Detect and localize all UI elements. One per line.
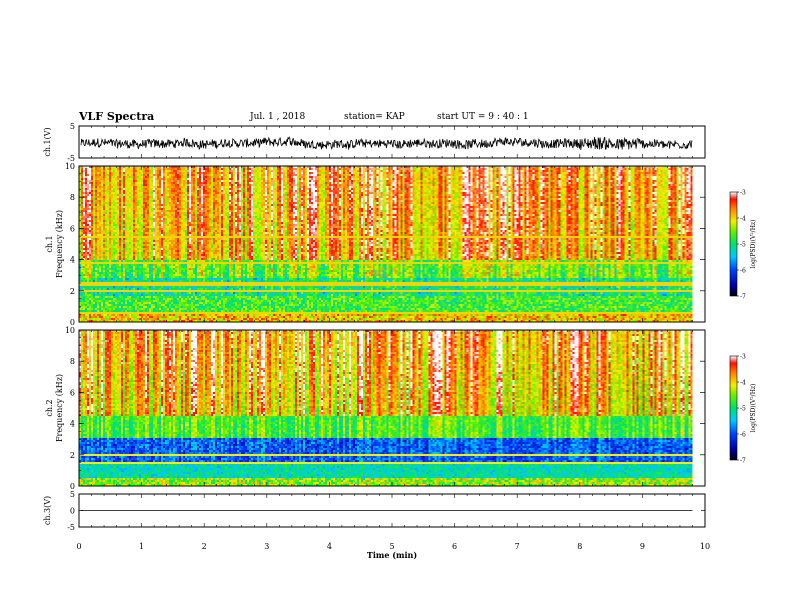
x-tick-label: 5 bbox=[389, 542, 394, 551]
y-tick-label: 6 bbox=[70, 224, 75, 233]
x-tick-label: 10 bbox=[700, 542, 710, 551]
y-tick-label: 4 bbox=[70, 256, 75, 265]
colorbar-label: log(PSD)(V²/Hz) bbox=[750, 384, 757, 433]
colorbar-label-group: log(PSD)(V²/Hz) bbox=[750, 384, 757, 433]
ylabel-channel: ch.2 bbox=[45, 399, 54, 416]
station-label: station= KAP bbox=[344, 112, 405, 122]
y-tick-label: 10 bbox=[65, 162, 75, 171]
spectrogram-images bbox=[79, 166, 693, 486]
colorbar bbox=[729, 355, 738, 461]
spectrogram-image bbox=[79, 166, 693, 322]
colorbar-tick-label: -5 bbox=[740, 242, 746, 249]
x-tick-label: 6 bbox=[452, 542, 457, 551]
ylabel-frequency: Frequency (kHz) bbox=[55, 374, 64, 442]
colorbar-tick-label: -3 bbox=[740, 354, 746, 361]
y-tick-label: -5 bbox=[67, 523, 75, 532]
colorbar-tick-label: -4 bbox=[740, 380, 746, 387]
ylabel-channel: ch.1 bbox=[45, 235, 54, 252]
y-tick-label: 6 bbox=[70, 388, 75, 397]
y-tick-label: 10 bbox=[65, 326, 75, 335]
spectrogram-ylabel: ch.2 Frequency (kHz) bbox=[45, 374, 64, 442]
x-tick-label: 2 bbox=[202, 542, 207, 551]
start-time-label: start UT = 9 : 40 : 1 bbox=[437, 112, 529, 122]
x-tick-label: 0 bbox=[76, 542, 81, 551]
y-tick-label: 2 bbox=[70, 451, 75, 460]
colorbar bbox=[729, 191, 738, 297]
y-tick-label: 5 bbox=[70, 490, 75, 499]
colorbar-tick-label: -3 bbox=[740, 190, 746, 197]
y-tick-label: 4 bbox=[70, 420, 75, 429]
x-tick-label: 8 bbox=[577, 542, 582, 551]
waveform-ylabel-group: ch.1(V) bbox=[43, 127, 52, 156]
y-tick-label: 0 bbox=[70, 507, 75, 516]
colorbar-tick-label: -7 bbox=[740, 458, 746, 465]
spectrogram-image bbox=[79, 330, 693, 486]
colorbar-tick-label: -7 bbox=[740, 294, 746, 301]
ylabel-frequency: Frequency (kHz) bbox=[55, 210, 64, 278]
y-tick-label: -5 bbox=[67, 154, 75, 163]
y-tick-label: 0 bbox=[70, 318, 75, 327]
colorbar-tick-label: -4 bbox=[740, 216, 746, 223]
spectrogram-ylabel: ch.1 Frequency (kHz) bbox=[45, 210, 64, 278]
waveform-line bbox=[80, 136, 693, 151]
x-tick-label: 3 bbox=[264, 542, 269, 551]
colorbar-label-group: log(PSD)(V²/Hz) bbox=[750, 220, 757, 269]
x-axis-label: Time (min) bbox=[367, 550, 417, 560]
x-tick-label: 4 bbox=[327, 542, 332, 551]
y-tick-label: 0 bbox=[70, 482, 75, 491]
x-tick-label: 9 bbox=[640, 542, 645, 551]
colorbar-label: log(PSD)(V²/Hz) bbox=[750, 220, 757, 269]
x-tick-label: 7 bbox=[515, 542, 520, 551]
date-label: Jul. 1 , 2018 bbox=[250, 112, 306, 122]
x-tick-label: 1 bbox=[139, 542, 144, 551]
waveform-lines bbox=[80, 136, 693, 511]
waveform-ylabel-group: ch.3(V) bbox=[43, 496, 52, 525]
y-tick-label: 2 bbox=[70, 287, 75, 296]
waveform-ylabel: ch.1(V) bbox=[43, 127, 52, 156]
waveform-ylabel: ch.3(V) bbox=[43, 496, 52, 525]
chart-title: VLF Spectra bbox=[79, 110, 155, 123]
y-tick-label: 5 bbox=[70, 122, 75, 131]
colorbar-tick-label: -6 bbox=[740, 432, 746, 439]
colorbar-tick-label: -6 bbox=[740, 268, 746, 275]
y-tick-label: 8 bbox=[70, 193, 75, 202]
y-tick-label: 8 bbox=[70, 357, 75, 366]
colorbar-tick-label: -5 bbox=[740, 406, 746, 413]
